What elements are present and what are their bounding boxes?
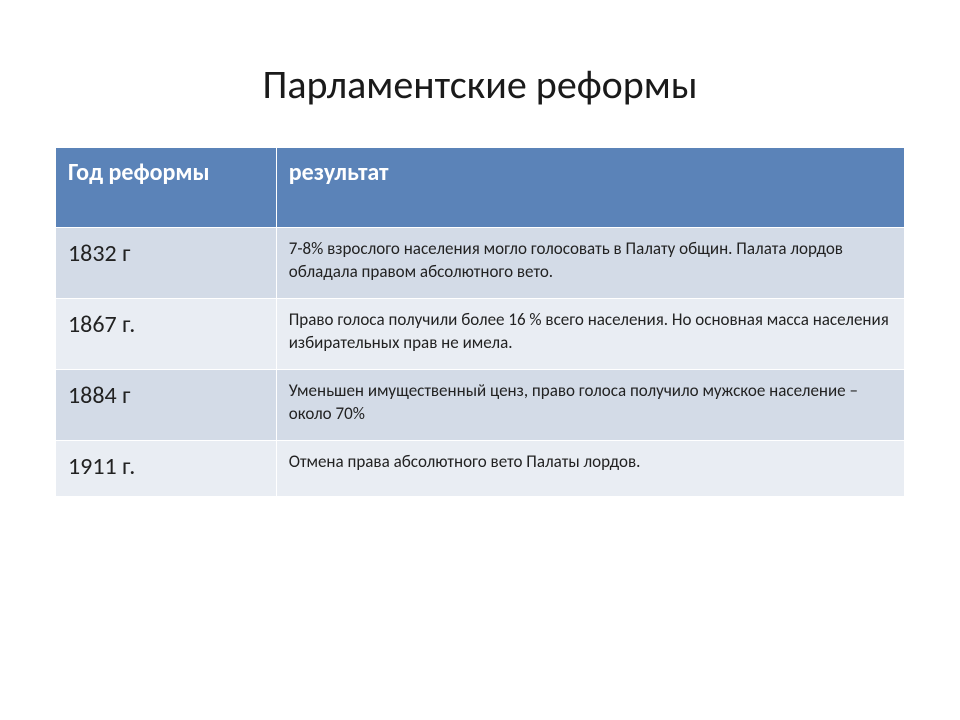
slide-title: Парламентские реформы: [55, 60, 905, 109]
cell-result: 7-8% взрослого населения могло голосоват…: [276, 228, 904, 299]
cell-year: 1884 г: [56, 369, 277, 440]
cell-result: Отмена права абсолютного вето Палаты лор…: [276, 440, 904, 496]
cell-year: 1867 г.: [56, 298, 277, 369]
col-header-year: Год реформы: [56, 148, 277, 228]
table-row: 1884 г Уменьшен имущественный ценз, прав…: [56, 369, 905, 440]
table-row: 1832 г 7-8% взрослого населения могло го…: [56, 228, 905, 299]
slide: Парламентские реформы Год реформы резуль…: [0, 0, 960, 720]
col-header-result: результат: [276, 148, 904, 228]
table-row: 1867 г. Право голоса получили более 16 %…: [56, 298, 905, 369]
table-row: 1911 г. Отмена права абсолютного вето Па…: [56, 440, 905, 496]
cell-result: Право голоса получили более 16 % всего н…: [276, 298, 904, 369]
cell-result: Уменьшен имущественный ценз, право голос…: [276, 369, 904, 440]
reforms-table: Год реформы результат 1832 г 7-8% взросл…: [55, 147, 905, 497]
table-header-row: Год реформы результат: [56, 148, 905, 228]
cell-year: 1832 г: [56, 228, 277, 299]
cell-year: 1911 г.: [56, 440, 277, 496]
